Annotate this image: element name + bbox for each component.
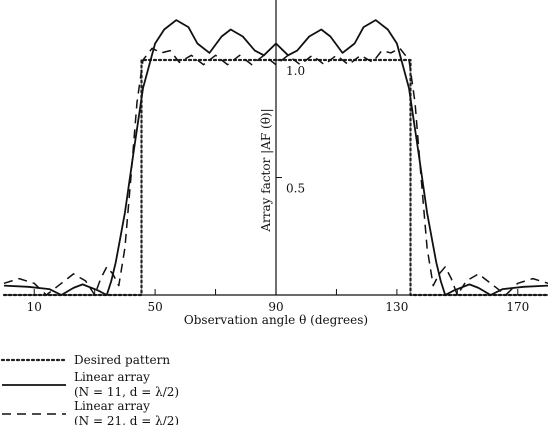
legend-params: (N = 11, d = λ/2) xyxy=(74,385,179,399)
legend-params: (N = 21, d = λ/2) xyxy=(74,414,179,425)
legend: Desired pattern Linear array(N = 11, d = … xyxy=(0,353,179,425)
x-axis-label: Observation angle θ (degrees) xyxy=(184,313,368,327)
y-axis-label: Array factor |AF (θ)| xyxy=(259,108,273,232)
x-tick-label: 90 xyxy=(268,300,283,314)
x-tick-label: 10 xyxy=(27,300,42,314)
legend-label: Linear array xyxy=(74,370,150,384)
series-line-3 xyxy=(3,47,549,296)
y-tick-label: 1.0 xyxy=(286,64,305,78)
x-tick-label: 170 xyxy=(506,300,529,314)
x-tick-label: 130 xyxy=(385,300,408,314)
legend-label: Desired pattern xyxy=(74,353,170,367)
y-tick-label: 0.5 xyxy=(286,182,305,196)
x-tick-label: 50 xyxy=(147,300,162,314)
tick-layer: 10 50 90 130 170 0.5 1.0 xyxy=(27,59,529,314)
legend-label: Linear array xyxy=(74,399,150,413)
